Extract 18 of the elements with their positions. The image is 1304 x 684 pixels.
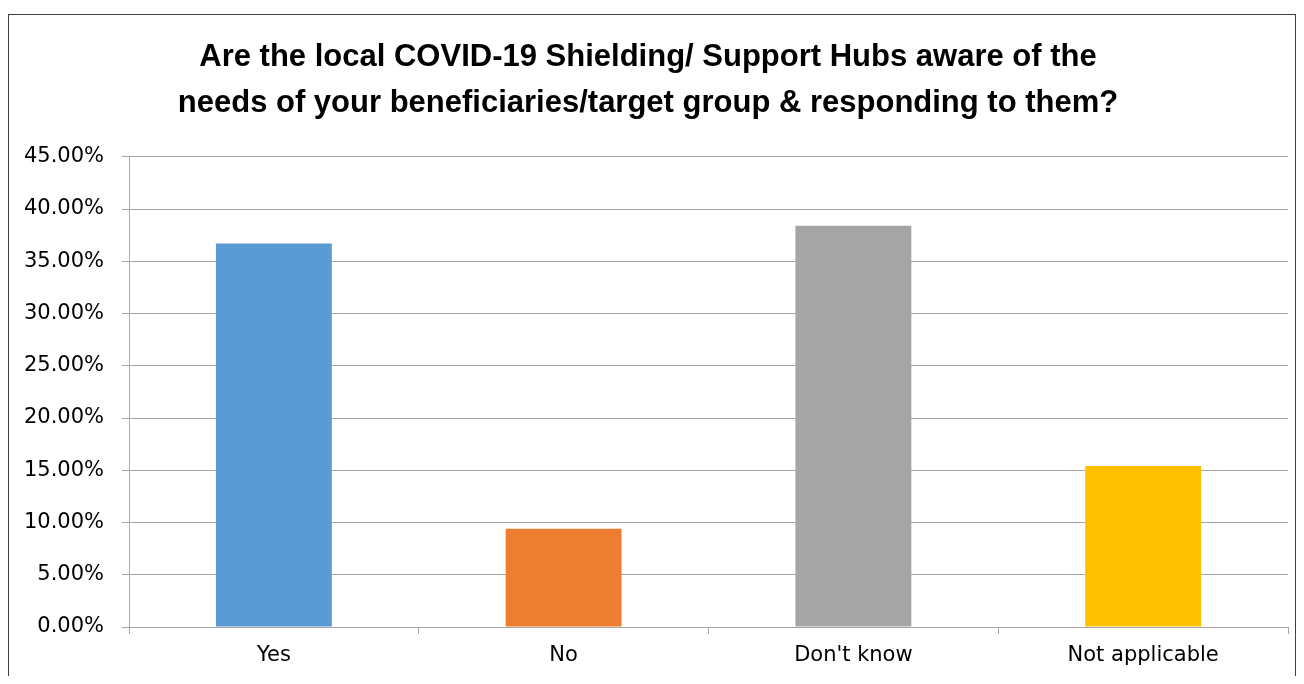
x-tick-label: Don't know: [794, 642, 913, 667]
bar: [215, 243, 332, 627]
x-tick-label: No: [549, 642, 578, 667]
y-tick-label: 5.00%: [37, 561, 104, 586]
x-tick-label: Yes: [255, 642, 291, 667]
y-tick-label: 45.00%: [23, 143, 104, 168]
bar: [505, 528, 622, 627]
chart-title: Are the local COVID-19 Shielding/ Support Hubs aware of the needs of your beneficiaries/target group & responding to them?: [177, 38, 1119, 120]
y-tick-label: 20.00%: [23, 404, 104, 429]
y-tick-label: 25.00%: [23, 352, 104, 377]
bar: [1085, 466, 1202, 627]
y-tick-label: 15.00%: [23, 456, 104, 481]
x-tick-label: Not applicable: [1067, 642, 1219, 667]
y-tick-label: 0.00%: [37, 613, 104, 638]
y-tick-label: 40.00%: [23, 195, 104, 220]
y-tick-label: 35.00%: [23, 247, 104, 272]
y-tick-label: 30.00%: [23, 299, 104, 324]
y-tick-label: 10.00%: [23, 508, 104, 533]
